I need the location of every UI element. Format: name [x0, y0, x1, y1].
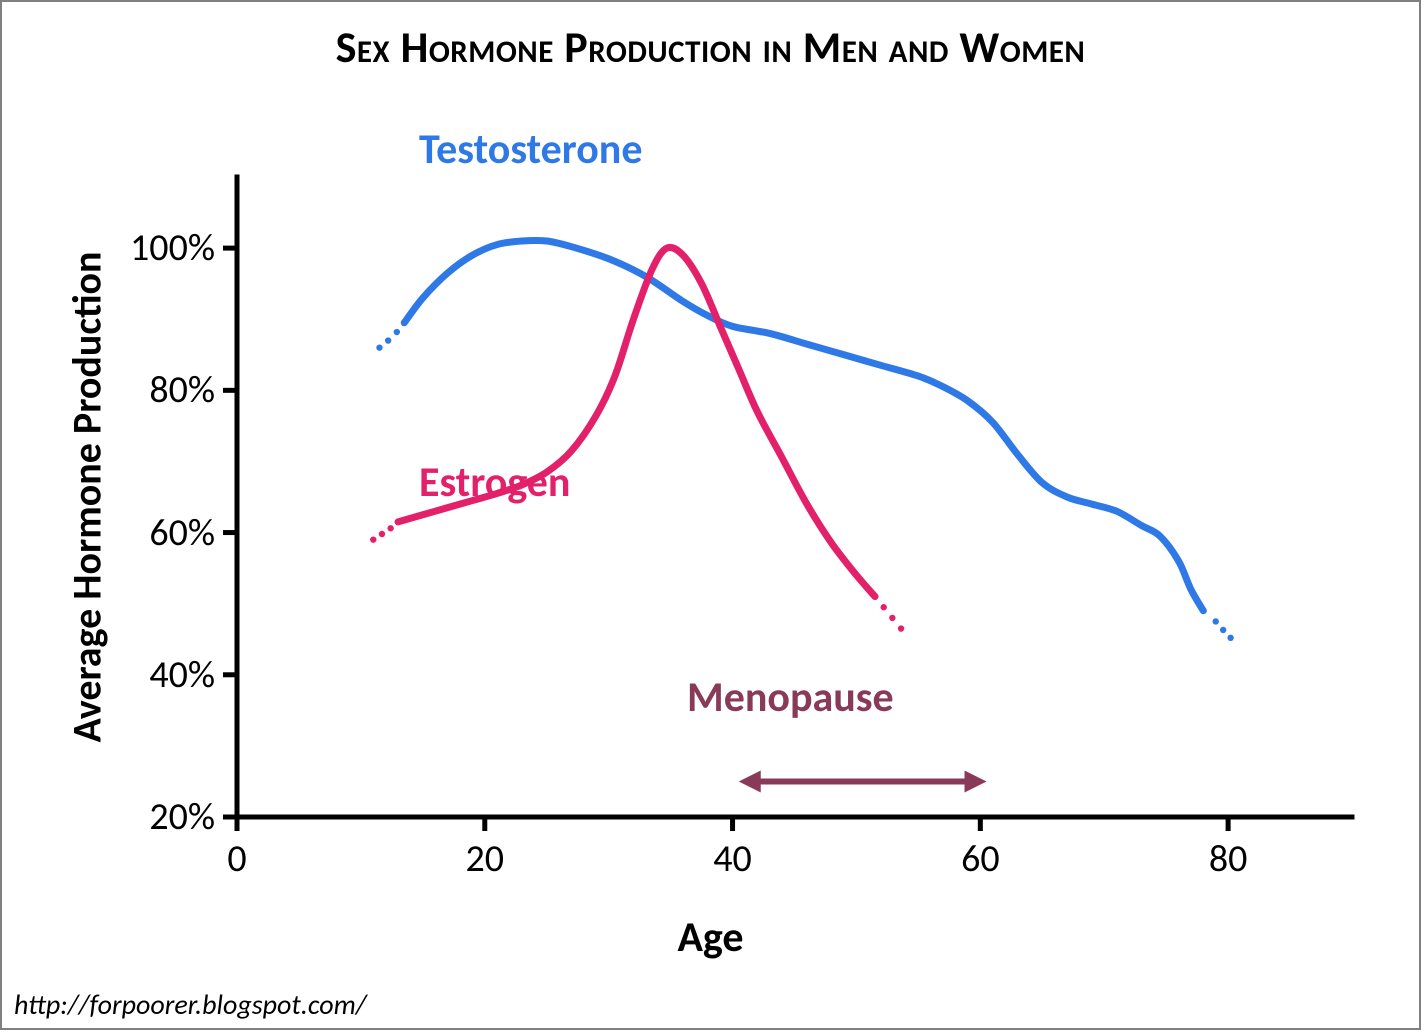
estrogen-label: Estrogen [419, 457, 570, 508]
chart-frame: Sex Hormone Production in Men and Women … [0, 0, 1421, 1030]
x-tick-label: 60 [961, 836, 1000, 882]
x-tick-label: 0 [227, 836, 246, 882]
y-tick-label: 60% [105, 510, 215, 556]
testosterone-label: Testosterone [419, 124, 642, 175]
y-tick-label: 100% [105, 225, 215, 271]
x-tick-label: 80 [1209, 836, 1248, 882]
y-tick-label: 20% [105, 794, 215, 840]
y-tick-label: 80% [105, 367, 215, 413]
y-tick-label: 40% [105, 652, 215, 698]
x-tick-label: 40 [713, 836, 752, 882]
testosterone-line [404, 240, 1203, 610]
menopause-label: Menopause [687, 672, 894, 723]
x-tick-label: 20 [466, 836, 505, 882]
estrogen-line [398, 247, 875, 596]
source-credit: http://forpoorer.blogspot.com/ [14, 987, 367, 1022]
